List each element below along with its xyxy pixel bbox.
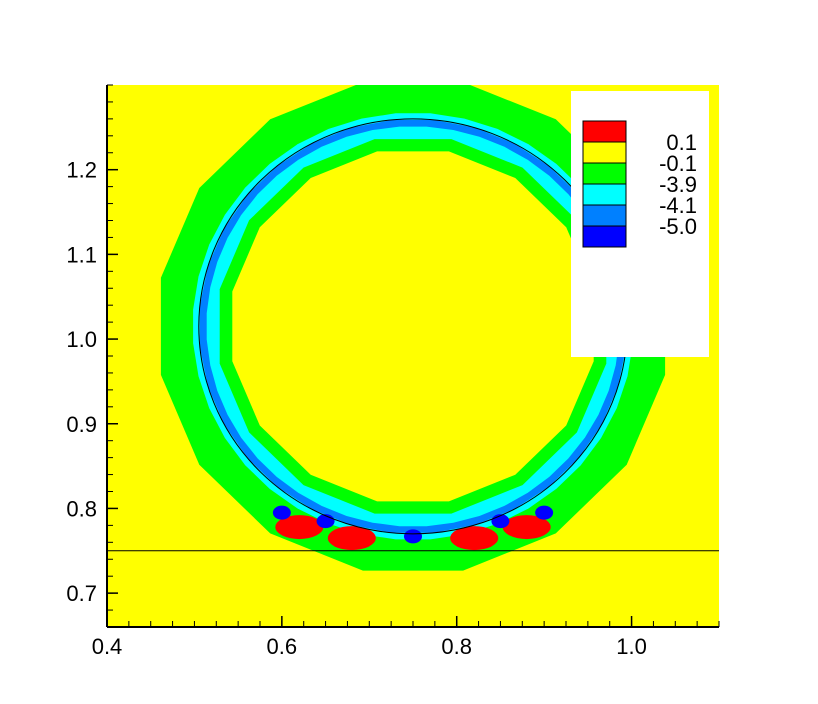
- hot-spot: [502, 515, 551, 540]
- legend-swatch: [582, 141, 627, 164]
- cold-spot: [404, 529, 422, 544]
- legend-swatch: [582, 183, 627, 206]
- legend: 0.1-0.1-3.9-4.1-5.0: [571, 91, 709, 357]
- cold-spot: [272, 505, 291, 520]
- y-tick-label: 0.8: [66, 496, 97, 521]
- legend-label: -3.9: [659, 172, 697, 197]
- y-tick-label: 1.2: [66, 158, 97, 183]
- y-tick-label: 0.7: [66, 581, 97, 606]
- x-tick-label: 0.6: [267, 634, 298, 659]
- y-tick-label: 1.0: [66, 327, 97, 352]
- x-tick-label: 0.8: [441, 634, 472, 659]
- y-tick-label: 0.9: [66, 412, 97, 437]
- hot-spot: [275, 515, 324, 540]
- legend-label: -4.1: [659, 193, 697, 218]
- axes: 0.4 0.6 0.8 1.0 0.7 0.8 0.9 1.0 1.1 1.2: [66, 84, 720, 659]
- legend-swatch: [582, 162, 627, 185]
- legend-swatch: [582, 120, 627, 143]
- hot-spot: [450, 526, 499, 551]
- contour-core: [232, 151, 594, 502]
- contour-field: [160, 85, 666, 571]
- y-tick-label: 1.1: [66, 242, 97, 267]
- x-tick-label: 1.0: [616, 634, 647, 659]
- legend-swatch: [582, 225, 627, 248]
- legend-label: -0.1: [659, 151, 697, 176]
- legend-swatch: [582, 204, 627, 227]
- x-tick-label: 0.4: [92, 634, 123, 659]
- hot-spot: [327, 526, 376, 551]
- legend-label: 0.1: [666, 130, 697, 155]
- legend-label: -5.0: [659, 214, 697, 239]
- cold-spot: [535, 505, 554, 520]
